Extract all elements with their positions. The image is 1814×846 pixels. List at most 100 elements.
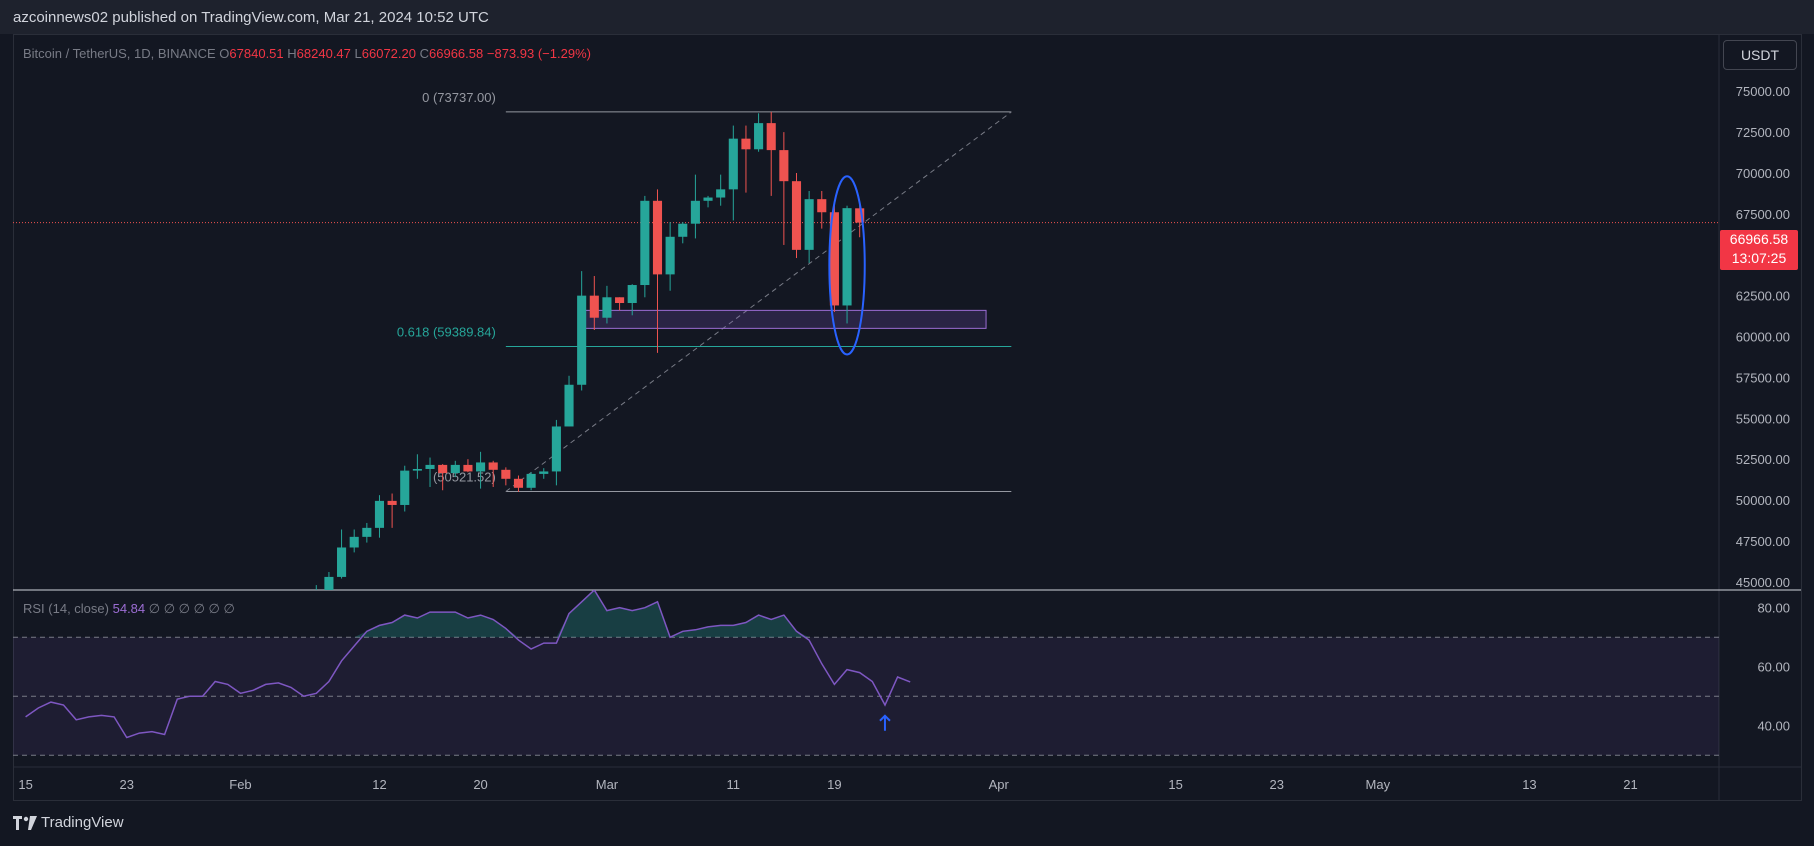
price-tick-label: 75000.00 xyxy=(1736,84,1790,99)
rsi-value: 54.84 xyxy=(112,601,146,616)
candle-countdown: 13:07:25 xyxy=(1731,250,1787,266)
rsi-line xyxy=(25,590,911,739)
candle-body xyxy=(855,208,865,223)
tradingview-logo[interactable]: TradingView xyxy=(13,814,124,831)
rsi-tick-label: 40.00 xyxy=(1757,719,1790,734)
price-tick-label: 62500.00 xyxy=(1736,289,1790,304)
candle-body xyxy=(842,208,852,306)
candle-body xyxy=(615,297,625,304)
candle-body xyxy=(640,200,650,286)
candle xyxy=(728,125,738,221)
high-label: H xyxy=(287,46,297,61)
time-tick-label: Feb xyxy=(229,777,251,792)
candle-body xyxy=(766,123,776,151)
candle xyxy=(412,454,422,479)
currency-button[interactable]: USDT xyxy=(1723,40,1797,70)
candle xyxy=(349,529,359,553)
candle-body xyxy=(829,212,839,306)
candle xyxy=(652,189,663,353)
candle-body xyxy=(703,197,713,201)
candle xyxy=(425,457,435,487)
candle-body xyxy=(817,199,827,213)
candle-body xyxy=(526,473,536,488)
candle-body xyxy=(374,500,385,528)
candle-body xyxy=(312,593,321,613)
candle xyxy=(387,493,397,528)
candle xyxy=(577,271,587,391)
candle-body xyxy=(337,547,347,577)
candle xyxy=(627,284,637,316)
time-tick-label: 21 xyxy=(1623,777,1637,792)
candle xyxy=(450,460,460,478)
chart-frame xyxy=(13,34,1802,801)
candle xyxy=(678,222,688,244)
candle xyxy=(791,173,802,259)
candle-body xyxy=(665,236,675,275)
current-price-badge: 66966.58 13:07:25 xyxy=(1720,230,1798,270)
candle-body xyxy=(741,138,751,150)
candle xyxy=(564,375,574,427)
rsi-name: RSI (14, close) xyxy=(23,601,109,616)
price-tick-label: 52500.00 xyxy=(1736,452,1790,467)
candle xyxy=(374,495,385,538)
symbol-legend: Bitcoin / TetherUS, 1D, BINANCE O67840.5… xyxy=(23,46,591,61)
price-tick-label: 45000.00 xyxy=(1736,575,1790,590)
candle xyxy=(324,572,334,590)
publisher-text: azcoinnews02 published on TradingView.co… xyxy=(13,9,489,26)
candle-body xyxy=(564,384,574,427)
candle-body xyxy=(791,181,802,250)
time-tick-label: 13 xyxy=(1522,777,1536,792)
high-value: 68240.47 xyxy=(296,46,351,61)
change-value: −873.93 (−1.29%) xyxy=(486,46,591,61)
rsi-legend: RSI (14, close) 54.84 ∅ ∅ ∅ ∅ ∅ ∅ xyxy=(23,601,235,617)
rsi-arrow-icon xyxy=(879,714,891,731)
close-label: C xyxy=(419,46,430,61)
footer-brand: TradingView xyxy=(41,814,124,831)
candle xyxy=(513,475,524,492)
candle-body xyxy=(716,189,726,198)
price-tick-label: 55000.00 xyxy=(1736,411,1790,426)
support-zone xyxy=(581,309,987,329)
tradingview-logo-icon xyxy=(13,815,37,830)
open-label: O xyxy=(219,46,230,61)
candle-body xyxy=(501,469,511,479)
candle xyxy=(804,190,814,263)
rsi-band-fill xyxy=(13,637,1719,756)
fib-trend-line xyxy=(505,111,1012,492)
price-tick-label: 57500.00 xyxy=(1736,370,1790,385)
price-tick-label: 60000.00 xyxy=(1736,330,1790,345)
candle xyxy=(551,419,561,486)
price-tick-label: 47500.00 xyxy=(1736,534,1790,549)
candle xyxy=(501,467,511,486)
candle xyxy=(690,174,700,239)
low-value: 66072.20 xyxy=(361,46,416,61)
fib-level-label: 0.618 (59389.84) xyxy=(397,325,496,340)
time-tick-label: 15 xyxy=(18,777,32,792)
price-tick-label: 72500.00 xyxy=(1736,125,1790,140)
candle-body xyxy=(779,150,789,182)
candle xyxy=(602,285,612,324)
candle xyxy=(400,465,410,512)
candle-body xyxy=(349,536,359,548)
candle xyxy=(488,460,498,487)
candle-body xyxy=(425,464,435,469)
candle xyxy=(779,132,789,245)
candle-body xyxy=(513,478,524,488)
candle-body xyxy=(438,464,448,474)
current-price-value: 66966.58 xyxy=(1729,231,1789,247)
candle-body xyxy=(412,468,422,471)
highlight-ellipse xyxy=(828,175,866,356)
rsi-tick-label: 60.00 xyxy=(1757,660,1790,675)
time-tick-label: Apr xyxy=(989,777,1010,792)
candle xyxy=(476,451,486,489)
candle-body xyxy=(551,426,561,472)
candle xyxy=(842,205,852,324)
candle-body xyxy=(627,285,637,304)
time-tick-label: 23 xyxy=(1269,777,1283,792)
candle-body xyxy=(804,199,814,250)
candle-body xyxy=(690,200,700,224)
candle-body xyxy=(450,464,460,474)
candle xyxy=(589,276,599,330)
candle-body xyxy=(387,500,397,505)
